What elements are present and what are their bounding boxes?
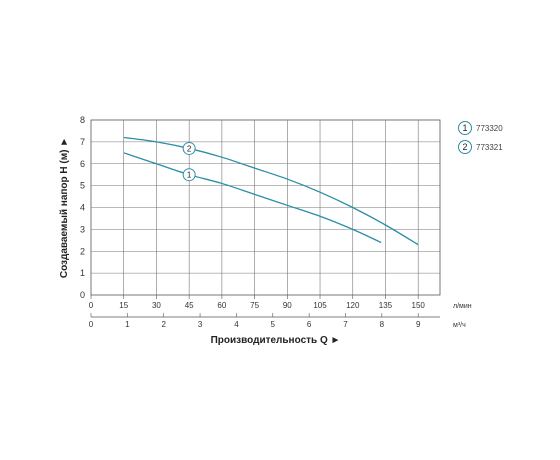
- y-tick-label: 4: [80, 203, 85, 213]
- x-tick-label-m3h: 7: [343, 320, 348, 329]
- x-tick-label-lpm: 60: [217, 301, 226, 310]
- legend-marker: 1: [458, 121, 472, 135]
- x-tick-label-m3h: 5: [271, 320, 276, 329]
- x-tick-label-lpm: 120: [346, 301, 360, 310]
- legend-label: 773320: [476, 123, 503, 133]
- x-tick-label-m3h: 3: [198, 320, 203, 329]
- y-tick-label: 7: [80, 137, 85, 147]
- series-marker-773320: [182, 168, 196, 182]
- x-tick-label-m3h: 0: [89, 320, 94, 329]
- x-tick-label-lpm: 90: [283, 301, 292, 310]
- x-tick-label-m3h: 2: [161, 320, 166, 329]
- y-tick-label: 0: [80, 290, 85, 300]
- y-tick-label: 1: [80, 268, 85, 278]
- x-tick-label-lpm: 15: [119, 301, 128, 310]
- x-tick-label-lpm: 0: [89, 301, 94, 310]
- series-marker-label: 2: [187, 144, 192, 153]
- x-tick-label-m3h: 9: [416, 320, 421, 329]
- x-tick-label-lpm: 45: [185, 301, 194, 310]
- x-tick-label-m3h: 8: [380, 320, 385, 329]
- y-tick-label: 2: [80, 246, 85, 256]
- legend-marker: 2: [458, 140, 472, 154]
- y-tick-label: 6: [80, 159, 85, 169]
- x-tick-label-lpm: 105: [313, 301, 327, 310]
- series-marker-773321: [182, 141, 196, 155]
- x-tick-label-m3h: 6: [307, 320, 312, 329]
- legend-label: 773321: [476, 142, 503, 152]
- y-tick-label: 5: [80, 181, 85, 191]
- series-line-773321: [123, 136, 419, 246]
- series-marker-label: 1: [187, 171, 192, 180]
- y-tick-label: 8: [80, 115, 85, 125]
- x-tick-label-lpm: 75: [250, 301, 259, 310]
- series-line-773320: [123, 152, 382, 244]
- x-unit-lpm: л/мин: [453, 303, 472, 310]
- legend-item-1: 1 773320: [458, 120, 503, 136]
- y-tick-label: 3: [80, 224, 85, 234]
- x-tick-label-lpm: 150: [412, 301, 426, 310]
- x-tick-label-lpm: 135: [379, 301, 393, 310]
- x-tick-label-m3h: 1: [125, 320, 130, 329]
- x-tick-label-m3h: 4: [234, 320, 239, 329]
- legend-item-2: 2 773321: [458, 139, 503, 155]
- x-axis-title: Производительность Q ►: [211, 335, 341, 346]
- y-axis-title: Создаваемый напор H (м) ►: [59, 137, 70, 278]
- x-unit-m3h: м³/ч: [453, 322, 466, 329]
- x-tick-label-lpm: 30: [152, 301, 161, 310]
